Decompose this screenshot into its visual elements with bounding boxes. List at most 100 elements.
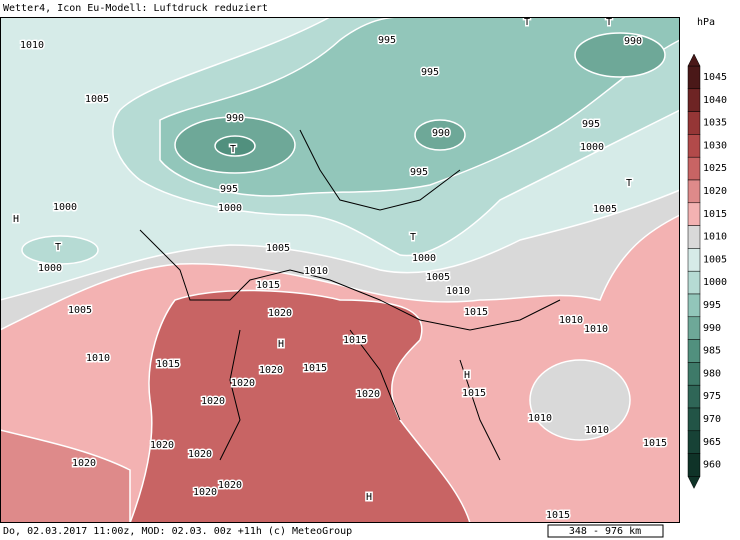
contour-label: 1020 (218, 480, 242, 491)
header-title: Wetter4, Icon Eu-Modell: Luftdruck reduz… (3, 3, 268, 14)
legend-label: 960 (703, 460, 721, 471)
legend-label: 1005 (703, 254, 727, 265)
contour-label: 1020 (356, 389, 380, 400)
legend-swatch (687, 316, 701, 340)
legend-label: 975 (703, 391, 721, 402)
contour-label: 995 (220, 184, 238, 195)
area-990 (414, 119, 466, 151)
contour-label: H (13, 214, 19, 225)
contour-label: 1020 (193, 487, 217, 498)
contour-label: 1020 (231, 378, 255, 389)
legend-swatch (687, 179, 701, 204)
contour-label: 1015 (464, 307, 488, 318)
legend-label: 970 (703, 414, 721, 425)
contour-label: 1015 (343, 335, 367, 346)
contour-label: 1005 (68, 305, 92, 316)
contour-label: 1020 (259, 365, 283, 376)
contour-label: 990 (432, 128, 450, 139)
contour-label: 1015 (256, 280, 280, 291)
contour-label: 1010 (86, 353, 110, 364)
map: 1010 1005 995 995 990 990 990 995 1000 995 995 1000… (0, 16, 681, 524)
contour-label: 1015 (643, 438, 667, 449)
contour-label: 1010 (446, 286, 470, 297)
legend-swatch (687, 111, 701, 135)
legend-label: 965 (703, 437, 721, 448)
contour-label: 1020 (150, 440, 174, 451)
contour-label: H (464, 370, 470, 381)
legend-swatch (687, 384, 701, 409)
contour-label: 1015 (303, 363, 327, 374)
contour-label: 1020 (72, 458, 96, 469)
contour-label: 1000 (38, 263, 62, 274)
legend-swatch (687, 225, 701, 249)
legend-swatch (687, 156, 701, 181)
legend-swatch (687, 453, 701, 477)
contour-label: 1015 (546, 510, 570, 521)
legend-label: 1010 (703, 232, 727, 243)
contour-label: 995 (410, 167, 428, 178)
contour-label: T (606, 17, 612, 28)
contour-label: H (366, 492, 372, 503)
legend-arrow-bottom (687, 476, 701, 489)
contour-label: 1000 (53, 202, 77, 213)
map-frame (0, 17, 680, 523)
footer-text: Do, 02.03.2017 11:00z, MOD: 02.03. 00z +… (3, 526, 352, 537)
legend-swatch (687, 407, 701, 432)
legend-label: 1030 (703, 140, 727, 151)
legend-label: 1025 (703, 163, 727, 174)
legend: 1045 1040 1035 1030 1025 1020 1015 1010 1005 1000… (687, 53, 727, 489)
contour-label: H (278, 339, 284, 350)
legend-swatch (687, 339, 701, 363)
contour-label: T (410, 232, 416, 243)
area-1010 (529, 359, 631, 441)
legend-arrow-top (687, 53, 701, 67)
legend-label: 1035 (703, 118, 727, 129)
legend-swatch (687, 362, 701, 386)
contour-label: 990 (226, 113, 244, 124)
contour-label: 1010 (528, 413, 552, 424)
contour-label: 995 (421, 67, 439, 78)
contour-label: 995 (582, 119, 600, 130)
legend-swatch (687, 134, 701, 158)
contour-label: 1020 (268, 308, 292, 319)
contour-label: 1020 (201, 396, 225, 407)
area-1020 (0, 429, 131, 524)
contour-label: 1005 (426, 272, 450, 283)
legend-label: 985 (703, 346, 721, 357)
legend-swatch (687, 270, 701, 295)
legend-label: 1000 (703, 277, 727, 288)
area-1000 (21, 235, 99, 265)
legend-swatch (687, 293, 701, 318)
legend-label: 1015 (703, 209, 727, 220)
contour-label: 1000 (580, 142, 604, 153)
legend-label: 990 (703, 323, 721, 334)
contour-label: 1000 (412, 253, 436, 264)
contour-label: 1010 (20, 40, 44, 51)
contour-label: 1010 (584, 324, 608, 335)
legend-swatch (687, 248, 701, 272)
contour-labels: 1010 1005 995 995 990 990 990 995 1000 995 995 1000… (11, 16, 668, 523)
contour-label: 1020 (188, 449, 212, 460)
legend-swatch (687, 202, 701, 226)
scale-box (547, 524, 664, 538)
contour-label: T (230, 144, 236, 155)
contour-label: 1010 (585, 425, 609, 436)
contour-label: T (626, 178, 632, 189)
contour-label: 1010 (304, 266, 328, 277)
legend-swatch (687, 430, 701, 454)
area-985 (214, 135, 256, 157)
contour-label: 1005 (85, 94, 109, 105)
legend-label: 980 (703, 368, 721, 379)
legend-unit: hPa (697, 17, 715, 28)
contour-label: 995 (378, 35, 396, 46)
legend-label: 995 (703, 300, 721, 311)
legend-label: 1045 (703, 72, 727, 83)
legend-label: 1020 (703, 186, 727, 197)
legend-swatch (687, 65, 701, 90)
contour-label: 990 (624, 36, 642, 47)
contour-label: T (524, 17, 530, 28)
contour-label: 1005 (266, 243, 290, 254)
area-990 (574, 32, 666, 78)
legend-label: 1040 (703, 95, 727, 106)
